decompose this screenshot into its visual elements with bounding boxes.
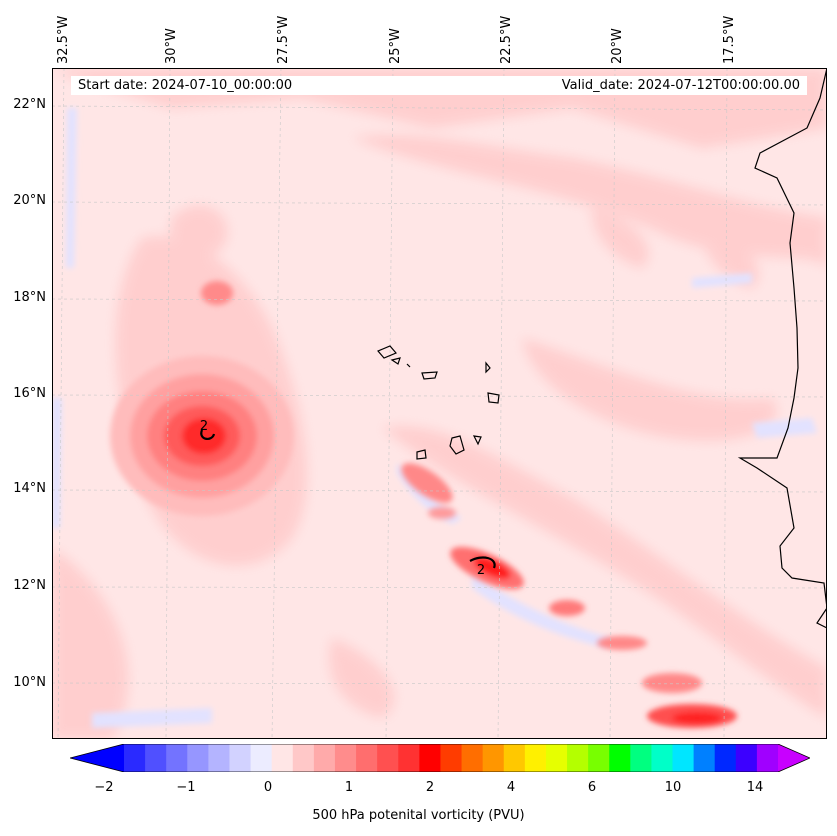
- lat-label-16n: 16°N: [13, 386, 46, 401]
- colorbar-extend-high: [778, 744, 810, 772]
- colorbar-swatch: [398, 744, 420, 772]
- colorbar-swatch: [377, 744, 399, 772]
- valid-date-label: Valid_date: 2024-07-12T00:00:00.00: [561, 78, 800, 93]
- colorbar-swatch: [313, 744, 336, 772]
- colorbar-tick-label: −1: [176, 780, 196, 795]
- lat-label-20n: 20°N: [13, 193, 46, 208]
- colorbar-swatch: [145, 744, 167, 772]
- graticule: [52, 68, 827, 739]
- colorbar-swatch: [292, 744, 315, 772]
- pv-map: 2 2: [52, 68, 827, 739]
- vorticity-band: [401, 463, 737, 728]
- lon-label-17-5w: 17.5°W: [722, 15, 737, 64]
- colorbar-swatch: [588, 744, 610, 772]
- lat-label-22n: 22°N: [13, 97, 46, 112]
- colorbar-swatch: [630, 744, 652, 772]
- lon-label-27-5w: 27.5°W: [276, 15, 291, 64]
- colorbar-swatch: [187, 744, 209, 772]
- lat-label-12n: 12°N: [13, 578, 46, 593]
- colorbar-tick-label: −2: [94, 780, 114, 795]
- colorbar-swatch: [461, 744, 484, 772]
- colorbar-extend-low: [70, 744, 124, 772]
- contour-label-2-west: 2: [200, 419, 208, 434]
- colorbar-tick-label: 4: [506, 780, 516, 795]
- colorbar-tick-label: 6: [587, 780, 597, 795]
- lat-label-18n: 18°N: [13, 290, 46, 305]
- colorbar-tick-label: 14: [746, 780, 764, 795]
- colorbar-swatch: [714, 744, 737, 772]
- colorbar-swatch: [124, 744, 146, 772]
- contour-label-2-east: 2: [477, 563, 485, 578]
- colorbar-swatch: [545, 744, 568, 772]
- colorbar-tick-label: 1: [344, 780, 354, 795]
- lon-label-25w: 25°W: [388, 28, 403, 64]
- colorbar-swatch: [672, 744, 695, 772]
- cape-verde-islands: [377, 345, 500, 460]
- colorbar-tick-label: 0: [263, 780, 273, 795]
- start-date-label: Start date: 2024-07-10_00:00:00: [78, 78, 293, 93]
- colorbar-tick-label: 2: [425, 780, 435, 795]
- african-coastline: [737, 68, 827, 629]
- colorbar-swatch: [229, 744, 252, 772]
- lat-label-10n: 10°N: [13, 675, 46, 690]
- lon-label-22-5w: 22.5°W: [499, 15, 514, 64]
- colorbar-swatch: [482, 744, 505, 772]
- pv-field-negative: [52, 108, 817, 728]
- colorbar-swatch: [356, 744, 378, 772]
- colorbar-swatch: [693, 744, 716, 772]
- pv2-contours: [200, 429, 496, 569]
- colorbar-swatch: [208, 744, 230, 772]
- colorbar-swatch: [524, 744, 547, 772]
- colorbar-swatch: [166, 744, 188, 772]
- lon-label-30w: 30°W: [164, 28, 179, 64]
- colorbar: [70, 744, 810, 772]
- colorbar-swatch: [735, 744, 758, 772]
- colorbar-swatch: [651, 744, 674, 772]
- colorbar-swatch: [609, 744, 631, 772]
- lat-label-14n: 14°N: [13, 481, 46, 496]
- map-frame: [52, 68, 827, 739]
- colorbar-swatch: [250, 744, 273, 772]
- colorbar-swatch: [440, 744, 463, 772]
- colorbar-swatch: [756, 744, 779, 772]
- colorbar-title: 500 hPa potenital vorticity (PVU): [312, 808, 525, 823]
- colorbar-swatch: [503, 744, 526, 772]
- colorbar-swatch: [271, 744, 294, 772]
- colorbar-swatch: [419, 744, 441, 772]
- colorbar-tick-label: 10: [664, 780, 682, 795]
- colorbar-swatch: [334, 744, 357, 772]
- lon-label-20w: 20°W: [610, 28, 625, 64]
- date-info-bar: Start date: 2024-07-10_00:00:00 Valid_da…: [71, 76, 807, 95]
- lon-label-32-5w: 32.5°W: [56, 15, 71, 64]
- colorbar-swatch: [567, 744, 589, 772]
